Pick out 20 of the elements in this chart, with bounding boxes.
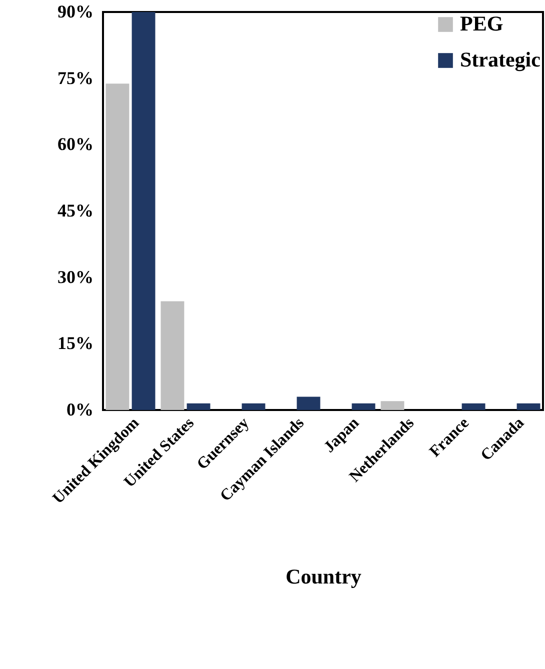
x-axis-title: Country (286, 564, 362, 589)
y-tick-label: 75% (58, 68, 94, 88)
bar (186, 403, 210, 410)
legend-label: PEG (460, 12, 504, 36)
legend-label: Strategic (460, 48, 540, 72)
bar (462, 403, 486, 410)
bar (296, 396, 320, 410)
bar (352, 403, 376, 410)
bar (242, 403, 266, 410)
y-tick-label: 90% (58, 2, 94, 22)
y-tick-label: 60% (58, 134, 94, 154)
y-tick-label: 30% (58, 266, 94, 287)
bar (516, 403, 540, 410)
bar (380, 401, 404, 410)
y-tick-label: 45% (58, 200, 94, 220)
bar (132, 12, 156, 410)
bar (160, 301, 184, 410)
y-tick-label: 0% (66, 400, 94, 420)
y-tick-label: 15% (58, 333, 94, 354)
bar (106, 84, 130, 410)
